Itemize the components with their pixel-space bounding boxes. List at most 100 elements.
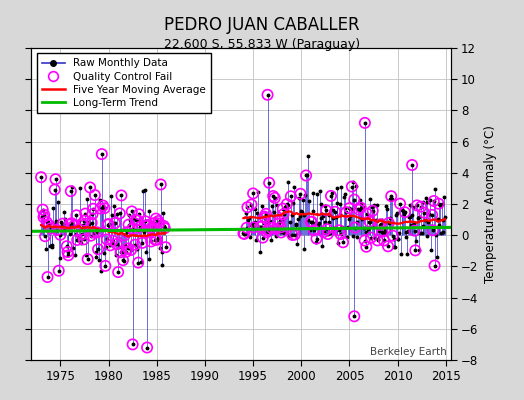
Point	[150, 220, 158, 226]
Point	[67, 188, 75, 194]
Point	[296, 191, 304, 197]
Point	[387, 193, 396, 199]
Point	[287, 193, 295, 200]
Point	[91, 192, 99, 198]
Point	[308, 218, 316, 225]
Point	[322, 207, 330, 214]
Point	[96, 205, 105, 212]
Point	[342, 209, 351, 215]
Point	[117, 192, 126, 199]
Point	[112, 241, 121, 247]
Text: 22.600 S, 55.833 W (Paraguay): 22.600 S, 55.833 W (Paraguay)	[164, 38, 360, 51]
Point	[148, 224, 156, 230]
Point	[361, 120, 369, 126]
Point	[277, 229, 286, 236]
Point	[114, 269, 123, 275]
Point	[152, 237, 161, 243]
Point	[56, 232, 64, 238]
Point	[93, 229, 102, 236]
Point	[111, 220, 119, 226]
Point	[269, 193, 277, 199]
Point	[133, 217, 141, 223]
Point	[123, 229, 131, 235]
Point	[132, 217, 140, 224]
Point	[68, 220, 76, 226]
Point	[256, 224, 265, 230]
Point	[80, 236, 88, 243]
Point	[143, 223, 151, 229]
Point	[396, 200, 404, 207]
Point	[350, 313, 358, 320]
Point	[89, 206, 97, 212]
Y-axis label: Temperature Anomaly (°C): Temperature Anomaly (°C)	[484, 125, 497, 283]
Point	[62, 243, 71, 250]
Point	[385, 220, 393, 226]
Point	[59, 220, 67, 227]
Point	[103, 236, 111, 243]
Point	[247, 201, 256, 208]
Point	[413, 202, 421, 209]
Point	[380, 237, 388, 244]
Point	[40, 212, 49, 218]
Point	[43, 274, 52, 280]
Point	[430, 262, 439, 269]
Point	[345, 205, 354, 211]
Point	[140, 229, 148, 235]
Point	[324, 231, 332, 237]
Point	[42, 219, 51, 225]
Point	[86, 184, 94, 191]
Point	[45, 222, 53, 229]
Point	[307, 219, 315, 225]
Point	[279, 211, 288, 217]
Point	[240, 231, 248, 237]
Point	[108, 238, 117, 244]
Point	[39, 214, 48, 220]
Point	[335, 227, 343, 234]
Point	[64, 252, 72, 258]
Text: Berkeley Earth: Berkeley Earth	[370, 347, 446, 357]
Point	[270, 195, 279, 201]
Point	[116, 249, 125, 256]
Point	[128, 208, 136, 215]
Point	[363, 210, 372, 217]
Point	[50, 186, 59, 193]
Point	[147, 238, 155, 245]
Point	[73, 237, 81, 243]
Point	[99, 202, 107, 209]
Point	[434, 200, 443, 207]
Point	[149, 226, 158, 233]
Point	[367, 234, 375, 241]
Point	[362, 244, 370, 250]
Point	[262, 211, 270, 217]
Point	[80, 218, 89, 224]
Point	[320, 229, 328, 235]
Point	[134, 260, 143, 266]
Point	[78, 231, 86, 238]
Point	[97, 151, 106, 157]
Point	[282, 201, 291, 207]
Point	[128, 341, 137, 348]
Point	[41, 233, 49, 240]
Point	[88, 220, 96, 226]
Point	[408, 162, 416, 168]
Point	[94, 246, 102, 252]
Point	[151, 236, 159, 243]
Point	[72, 212, 81, 218]
Point	[47, 225, 55, 232]
Point	[374, 237, 382, 244]
Point	[131, 242, 139, 248]
Point	[38, 206, 47, 213]
Point	[365, 218, 374, 225]
Point	[420, 210, 428, 216]
Point	[377, 221, 385, 228]
Point	[250, 224, 258, 231]
Point	[243, 204, 252, 210]
Point	[327, 193, 335, 199]
Point	[79, 222, 87, 228]
Point	[37, 174, 45, 180]
Point	[291, 231, 299, 238]
Point	[135, 211, 143, 218]
Point	[106, 242, 114, 248]
Point	[239, 230, 248, 237]
Point	[65, 221, 73, 228]
